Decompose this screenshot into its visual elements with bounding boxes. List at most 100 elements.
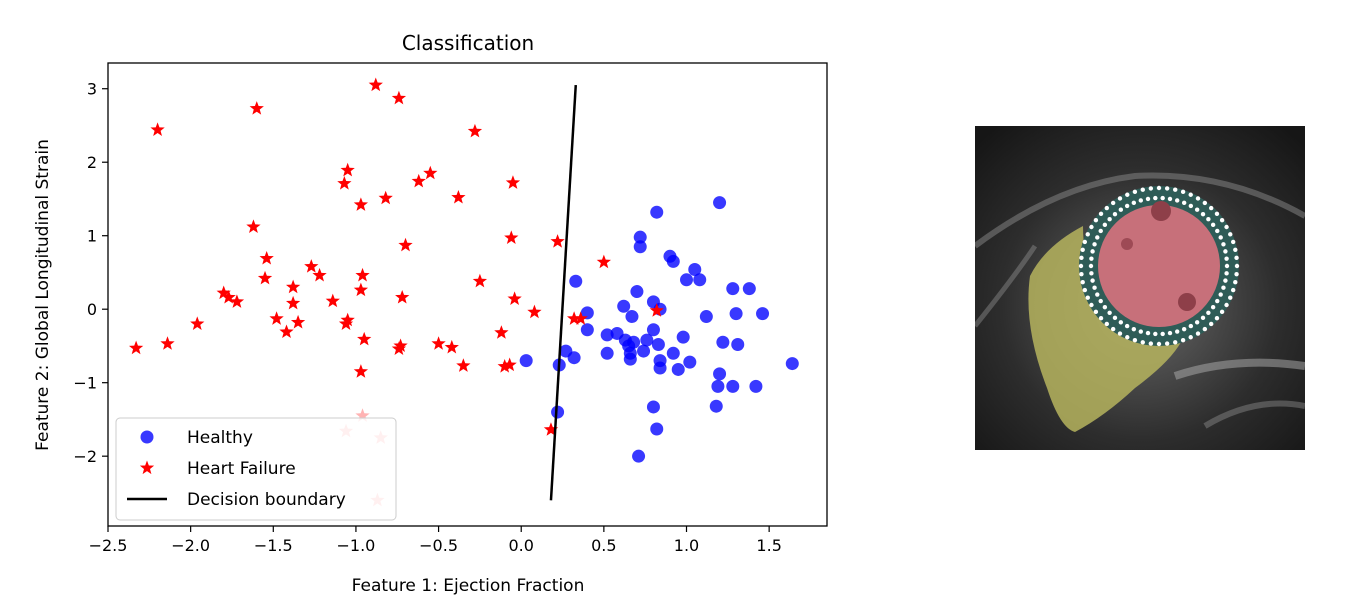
- heart-failure-point: [494, 325, 509, 339]
- heart-failure-point: [596, 254, 611, 269]
- heart-failure-point: [357, 331, 372, 346]
- x-axis: −2.5 −2.0 −1.5 −1.0 −0.5 0.0 0.5 1.0 1.5: [89, 526, 782, 555]
- lv-papillary-dark-spot: [1151, 201, 1171, 221]
- contour-dot: [1090, 278, 1095, 283]
- healthy-point: [633, 230, 647, 244]
- contour-dot: [1124, 203, 1130, 209]
- contour-dot: [1104, 321, 1110, 327]
- heart-failure-point: [398, 237, 413, 252]
- y-axis-label: Feature 2: Global Longitudinal Strain: [33, 139, 53, 451]
- contour-dot: [1156, 341, 1162, 347]
- contour-dot: [1080, 280, 1085, 285]
- healthy-point: [742, 282, 756, 296]
- contour-dot: [1181, 200, 1187, 206]
- contour-dot: [1153, 331, 1158, 337]
- contour-dot: [1118, 320, 1124, 325]
- healthy-point: [623, 352, 637, 366]
- contour-dot: [1228, 295, 1233, 300]
- heart-failure-point: [451, 189, 466, 204]
- heart-failure-point: [353, 282, 369, 297]
- healthy-point: [617, 299, 631, 313]
- contour-dot: [1206, 217, 1211, 222]
- contour-dot: [1218, 292, 1223, 297]
- healthy-point: [688, 263, 702, 277]
- legend-label: Decision boundary: [187, 490, 346, 510]
- healthy-point: [567, 351, 581, 365]
- contour-dot: [1233, 247, 1238, 252]
- chart-title: Classification: [402, 31, 534, 55]
- legend-label: Heart Failure: [187, 459, 296, 479]
- mri-tissue-streak: [1173, 358, 1305, 380]
- heart-failure-point: [573, 311, 588, 325]
- lv-papillary-dark-spot: [1178, 293, 1196, 311]
- healthy-point: [749, 379, 763, 393]
- healthy-point: [551, 405, 565, 419]
- contour-dot: [1181, 326, 1187, 332]
- cardiac-mri-image: [975, 126, 1305, 450]
- contour-dot: [1215, 228, 1220, 234]
- heart-failure-point: [312, 267, 327, 282]
- healthy-point: [580, 306, 594, 320]
- healthy-point: [637, 344, 651, 358]
- contour-dot: [1224, 302, 1229, 308]
- heart-failure-point: [216, 285, 231, 300]
- contour-dot: [1221, 242, 1226, 247]
- x-tick-label: −0.5: [419, 536, 458, 555]
- contour-dot: [1107, 217, 1112, 222]
- y-axis: −2 −1 0 1 2 3: [73, 80, 108, 466]
- x-tick-label: 0.5: [591, 536, 616, 555]
- contour-dot: [1079, 271, 1084, 277]
- contour-dot: [1138, 198, 1144, 203]
- healthy-point: [650, 205, 664, 219]
- y-tick-label: 3: [87, 80, 97, 99]
- heart-failure-point: [150, 122, 165, 136]
- heart-failure-point: [259, 250, 274, 265]
- contour-dot: [1156, 185, 1162, 191]
- heart-failure-point: [368, 77, 383, 92]
- contour-dot: [1117, 196, 1123, 201]
- healthy-point: [709, 399, 723, 413]
- contour-dot: [1195, 331, 1201, 336]
- heart-failure-point: [229, 294, 245, 308]
- heart-failure-point: [246, 219, 261, 233]
- contour-dot: [1194, 320, 1200, 325]
- contour-dot: [1098, 298, 1103, 304]
- heart-failure-point: [444, 339, 459, 354]
- contour-dot: [1210, 304, 1216, 310]
- contour-dot: [1112, 315, 1118, 321]
- heart-failure-point: [285, 295, 301, 310]
- legend: Healthy Heart Failure Decision boundary: [115, 417, 397, 521]
- heart-failure-point: [221, 289, 236, 304]
- heart-failure-point: [456, 358, 471, 372]
- contour-dot: [1173, 187, 1178, 192]
- heart-failure-point: [550, 234, 565, 248]
- healthy-point: [693, 273, 707, 287]
- contour-dot: [1080, 247, 1085, 252]
- x-tick-label: 1.0: [674, 536, 699, 555]
- contour-dot: [1188, 192, 1193, 197]
- heart-failure-point: [395, 289, 410, 304]
- healthy-point: [646, 400, 660, 414]
- healthy-point: [600, 328, 614, 342]
- contour-dot: [1102, 304, 1108, 310]
- contour-dot: [1234, 255, 1239, 261]
- contour-dot: [1219, 217, 1225, 223]
- heart-failure-point: [391, 341, 407, 355]
- contour-dot: [1194, 207, 1200, 212]
- healthy-point: [671, 362, 685, 376]
- mri-tissue-streak: [1203, 400, 1305, 429]
- y-tick-label: 2: [87, 153, 97, 172]
- contour-dot: [1092, 242, 1097, 247]
- contour-dot: [1174, 198, 1180, 203]
- healthy-point: [729, 307, 743, 321]
- right-ventricle-overlay: [1028, 226, 1181, 432]
- contour-dot: [1079, 255, 1084, 261]
- contour-dot: [1145, 330, 1151, 336]
- contour-dot: [1221, 285, 1226, 290]
- contour-dot: [1153, 195, 1158, 201]
- contour-dot: [1164, 186, 1170, 191]
- x-tick-label: −2.5: [89, 536, 128, 555]
- contour-dot: [1131, 326, 1137, 332]
- contour-dot: [1078, 263, 1084, 269]
- contour-dot: [1089, 271, 1094, 276]
